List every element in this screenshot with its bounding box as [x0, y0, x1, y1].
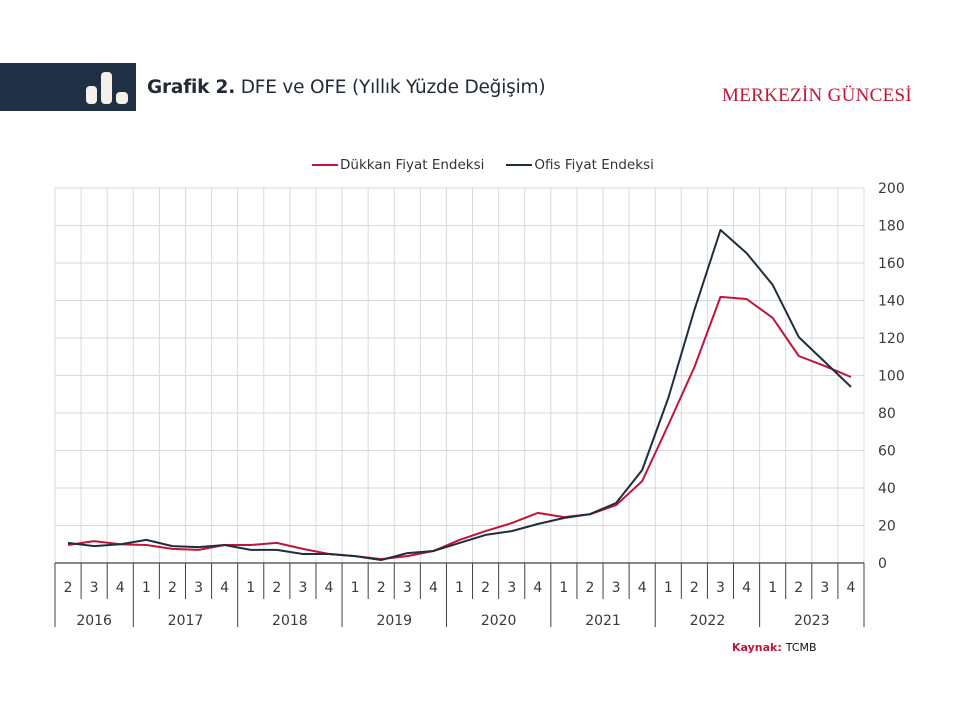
- source-label: Kaynak:: [732, 641, 782, 654]
- x-tick-label-quarter: 4: [533, 580, 542, 596]
- y-tick-label: 20: [878, 519, 896, 535]
- chart-legend: Dükkan Fiyat Endeksi Ofis Fiyat Endeksi: [312, 157, 654, 173]
- y-tick-label: 40: [878, 481, 896, 497]
- y-tick-label: 100: [878, 369, 905, 385]
- series-line-ofe: [67, 229, 852, 561]
- x-tick-label-quarter: 3: [403, 580, 412, 596]
- y-tick-label: 60: [878, 444, 896, 460]
- x-tick-label-quarter: 2: [794, 580, 803, 596]
- x-tick-label-quarter: 1: [142, 580, 151, 596]
- x-tick-label-quarter: 2: [168, 580, 177, 596]
- x-tick-label-quarter: 3: [298, 580, 307, 596]
- y-tick-label: 180: [878, 219, 905, 235]
- y-tick-label: 0: [878, 556, 887, 572]
- x-tick-label-quarter: 4: [846, 580, 855, 596]
- x-tick-label-quarter: 1: [664, 580, 673, 596]
- x-tick-label-year: 2023: [794, 613, 830, 629]
- brand-logo: MERKEZİN GÜNCESİ: [722, 85, 913, 106]
- x-tick-label-quarter: 2: [690, 580, 699, 596]
- x-tick-label-quarter: 2: [272, 580, 281, 596]
- header-band: [0, 63, 136, 111]
- x-tick-label-quarter: 1: [351, 580, 360, 596]
- x-tick-label-quarter: 4: [116, 580, 125, 596]
- series-line-dfe: [67, 295, 852, 561]
- y-tick-label: 200: [878, 181, 905, 197]
- x-tick-label-quarter: 4: [638, 580, 647, 596]
- x-tick-label-quarter: 2: [64, 580, 73, 596]
- chart-title-number: Grafik 2.: [147, 77, 236, 98]
- x-tick-label-quarter: 1: [768, 580, 777, 596]
- source-note: Kaynak: TCMB: [732, 641, 817, 654]
- chart-title: Grafik 2. DFE ve OFE (Yıllık Yüzde Değiş…: [147, 77, 546, 98]
- bar-chart-icon: [86, 72, 128, 104]
- y-axis-ticks: 0 20 40 60 80 100 120 140 160 180 200: [878, 181, 905, 572]
- x-tick-label-quarter: 3: [194, 580, 203, 596]
- source-value: TCMB: [785, 641, 817, 654]
- y-tick-label: 140: [878, 294, 905, 310]
- x-tick-label-quarter: 1: [455, 580, 464, 596]
- x-tick-label-year: 2016: [76, 613, 112, 629]
- y-tick-label: 80: [878, 406, 896, 422]
- x-tick-label-quarter: 4: [325, 580, 334, 596]
- x-tick-label-year: 2019: [376, 613, 412, 629]
- series-lines: [67, 229, 852, 561]
- x-tick-label-quarter: 4: [429, 580, 438, 596]
- x-tick-label-quarter: 3: [90, 580, 99, 596]
- x-tick-label-year: 2017: [168, 613, 204, 629]
- x-tick-label-quarter: 1: [559, 580, 568, 596]
- legend-item-ofe: Ofis Fiyat Endeksi: [506, 157, 654, 173]
- x-tick-label-year: 2022: [690, 613, 726, 629]
- x-tick-label-quarter: 3: [716, 580, 725, 596]
- legend-label-ofe: Ofis Fiyat Endeksi: [534, 157, 654, 173]
- x-tick-label-quarter: 3: [507, 580, 516, 596]
- x-tick-label-quarter: 2: [586, 580, 595, 596]
- legend-swatch-dfe: [312, 164, 338, 166]
- legend-swatch-ofe: [506, 164, 533, 166]
- y-tick-label: 120: [878, 331, 905, 347]
- x-tick-label-quarter: 2: [377, 580, 386, 596]
- x-tick-label-quarter: 4: [220, 580, 229, 596]
- x-tick-label-year: 2018: [272, 613, 308, 629]
- x-axis: 2 3 4 1 2 3 4 1 2 3 4 1 2 3 4 1 2 3 4 1 2 3 4 1 2 3 4 1 2 3 4 2016 2017 2…: [54, 562, 865, 629]
- y-tick-label: 160: [878, 256, 905, 272]
- chart-title-text: DFE ve OFE (Yıllık Yüzde Değişim): [235, 77, 546, 98]
- legend-item-dfe: Dükkan Fiyat Endeksi: [312, 157, 484, 173]
- x-tick-label-quarter: 3: [612, 580, 621, 596]
- legend-label-dfe: Dükkan Fiyat Endeksi: [340, 157, 485, 173]
- x-tick-label-year: 2020: [481, 613, 517, 629]
- x-tick-label-quarter: 3: [820, 580, 829, 596]
- x-tick-label-quarter: 1: [246, 580, 255, 596]
- x-tick-label-year: 2021: [585, 613, 621, 629]
- x-tick-label-quarter: 2: [481, 580, 490, 596]
- gridlines: [54, 187, 865, 563]
- x-tick-label-quarter: 4: [742, 580, 751, 596]
